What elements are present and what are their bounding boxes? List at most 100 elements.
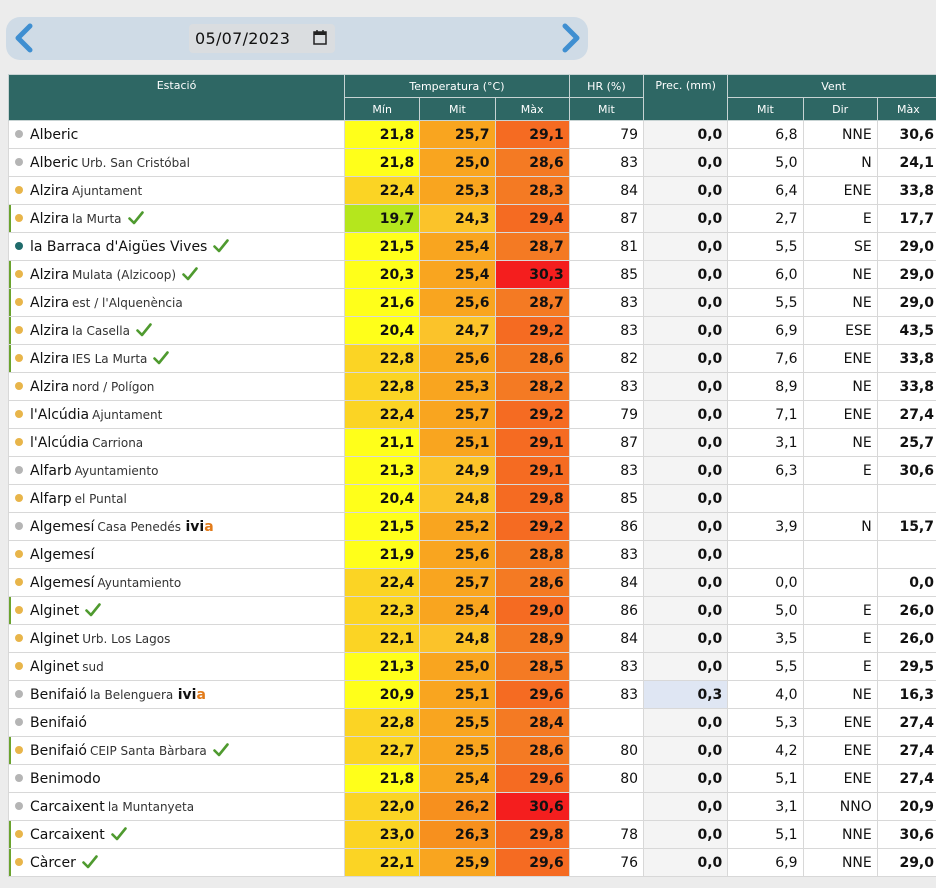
humidity-cell: 78 bbox=[568, 820, 645, 849]
station-cell[interactable]: Algemesí Casa Penedés ivia bbox=[7, 512, 346, 541]
table-row[interactable]: Alzira Ajuntament 22,4 25,3 28,3 84 0,0 6,4 ENE 3… bbox=[7, 176, 936, 205]
table-row[interactable]: Alfarp el Puntal 20,4 24,8 29,8 85 0,0 bbox=[7, 484, 936, 513]
station-cell[interactable]: Alfarb Ayuntamiento bbox=[7, 456, 346, 485]
table-row[interactable]: l'Alcúdia Ajuntament 22,4 25,7 29,2 79 0,0 7,1 E… bbox=[7, 400, 936, 429]
header-temp-min[interactable]: Mín bbox=[344, 97, 421, 121]
table-row[interactable]: Benifaió la Belenguera ivia 20,9 25,1 29,6 83… bbox=[7, 680, 936, 709]
station-cell[interactable]: Benifaió CEIP Santa Bàrbara bbox=[7, 736, 346, 765]
station-cell[interactable]: Carcaixent bbox=[7, 820, 346, 849]
table-row[interactable]: Alginet 22,3 25,4 29,0 86 0,0 5,0 E 26,0 bbox=[7, 596, 936, 625]
status-dot-icon bbox=[15, 717, 23, 726]
table-row[interactable]: Alzira Mulata (Alzicoop) 20,3 25,4 30,3 85 0,0… bbox=[7, 260, 936, 289]
station-cell[interactable]: Carcaixent la Muntanyeta bbox=[7, 792, 346, 821]
header-temp-mit[interactable]: Mit bbox=[419, 97, 496, 121]
station-cell[interactable]: Alzira Ajuntament bbox=[7, 176, 346, 205]
station-name[interactable]: Alzira bbox=[30, 210, 70, 227]
station-name[interactable]: Alzira bbox=[30, 378, 70, 395]
table-row[interactable]: Alzira IES La Murta 22,8 25,6 28,6 82 0,0 7,6 EN… bbox=[7, 344, 936, 373]
table-row[interactable]: Alginet Urb. Los Lagos 22,1 24,8 28,9 84 0,0 3,… bbox=[7, 624, 936, 653]
station-cell[interactable]: Benimodo bbox=[7, 764, 346, 793]
station-name[interactable]: Alzira bbox=[30, 350, 70, 367]
table-row[interactable]: Alfarb Ayuntamiento 21,3 24,9 29,1 83 0,0 6,3 E 3… bbox=[7, 456, 936, 485]
header-wind-dir[interactable]: Dir bbox=[802, 97, 878, 121]
station-cell[interactable]: Alginet bbox=[7, 596, 346, 625]
station-name[interactable]: l'Alcúdia bbox=[30, 406, 90, 423]
station-cell[interactable]: Algemesí Ayuntamiento bbox=[7, 568, 346, 597]
table-row[interactable]: Benifaió 22,8 25,5 28,4 0,0 5,3 ENE 27,4 bbox=[7, 708, 936, 737]
station-name[interactable]: Algemesí bbox=[30, 574, 95, 591]
header-temp-max[interactable]: Màx bbox=[494, 97, 570, 121]
station-cell[interactable]: Alginet sud bbox=[7, 652, 346, 681]
station-name[interactable]: Benimodo bbox=[30, 770, 101, 787]
station-cell[interactable]: Alzira la Casella bbox=[7, 316, 346, 345]
table-row[interactable]: Càrcer 22,1 25,9 29,6 76 0,0 6,9 NNE 29,0 bbox=[7, 848, 936, 877]
station-cell[interactable]: Algemesí bbox=[7, 540, 346, 569]
table-row[interactable]: Alzira est / l'Alquenència 21,6 25,6 28,7 83 0… bbox=[7, 288, 936, 317]
station-name[interactable]: l'Alcúdia bbox=[30, 434, 90, 451]
station-name[interactable]: Benifaió bbox=[30, 714, 87, 731]
station-name[interactable]: Alberic bbox=[30, 126, 79, 143]
station-name[interactable]: Alzira bbox=[30, 266, 70, 283]
table-row[interactable]: Alzira la Murta 19,7 24,3 29,4 87 0,0 2,7 E 17,7 bbox=[7, 204, 936, 233]
date-input[interactable]: 05/07/2023 bbox=[189, 24, 335, 53]
header-station[interactable]: Estació bbox=[7, 74, 346, 121]
station-name[interactable]: Benifaió bbox=[30, 742, 87, 759]
wind-max-cell: 27,4 bbox=[876, 708, 936, 737]
station-cell[interactable]: Càrcer bbox=[7, 848, 346, 877]
previous-day-arrow-icon[interactable] bbox=[9, 23, 39, 53]
station-name[interactable]: Alginet bbox=[30, 602, 80, 619]
header-wind-mit[interactable]: Mit bbox=[727, 97, 804, 121]
station-cell[interactable]: Alzira IES La Murta bbox=[7, 344, 346, 373]
header-wind-max[interactable]: Màx bbox=[876, 97, 936, 121]
station-name[interactable]: Carcaixent bbox=[30, 826, 105, 843]
station-cell[interactable]: Benifaió bbox=[7, 708, 346, 737]
station-cell[interactable]: Benifaió la Belenguera ivia bbox=[7, 680, 346, 709]
station-name[interactable]: Benifaió bbox=[30, 686, 87, 703]
header-hr-mit[interactable]: Mit bbox=[568, 97, 645, 121]
ivia-logo: ivia bbox=[177, 686, 206, 703]
temp-min-cell: 21,6 bbox=[344, 288, 421, 317]
table-row[interactable]: Algemesí 21,9 25,6 28,8 83 0,0 bbox=[7, 540, 936, 569]
station-name[interactable]: Carcaixent bbox=[30, 798, 105, 815]
station-cell[interactable]: Alberic Urb. San Cristóbal bbox=[7, 148, 346, 177]
station-name[interactable]: la Barraca d'Aigües Vives bbox=[30, 238, 208, 255]
station-cell[interactable]: l'Alcúdia Ajuntament bbox=[7, 400, 346, 429]
station-cell[interactable]: l'Alcúdia Carriona bbox=[7, 428, 346, 457]
station-name[interactable]: Alzira bbox=[30, 182, 70, 199]
station-cell[interactable]: la Barraca d'Aigües Vives bbox=[7, 232, 346, 261]
station-name[interactable]: Càrcer bbox=[30, 854, 76, 871]
humidity-cell: 83 bbox=[568, 148, 645, 177]
station-name[interactable]: Alginet bbox=[30, 658, 80, 675]
table-row[interactable]: Algemesí Casa Penedés ivia 21,5 25,2 29,2 86 0… bbox=[7, 512, 936, 541]
station-name[interactable]: Alfarb bbox=[30, 462, 72, 479]
table-row[interactable]: Alzira la Casella 20,4 24,7 29,2 83 0,0 6,9 ESE 4… bbox=[7, 316, 936, 345]
table-row[interactable]: Alberic 21,8 25,7 29,1 79 0,0 6,8 NNE 30,6 bbox=[7, 120, 936, 149]
table-row[interactable]: Alzira nord / Polígon 22,8 25,3 28,2 83 0,0 8,9… bbox=[7, 372, 936, 401]
station-cell[interactable]: Alzira Mulata (Alzicoop) bbox=[7, 260, 346, 289]
table-row[interactable]: Alginet sud 21,3 25,0 28,5 83 0,0 5,5 E 29,5 bbox=[7, 652, 936, 681]
table-row[interactable]: Algemesí Ayuntamiento 22,4 25,7 28,6 84 0,0 0,0… bbox=[7, 568, 936, 597]
station-cell[interactable]: Alfarp el Puntal bbox=[7, 484, 346, 513]
station-cell[interactable]: Alzira est / l'Alquenència bbox=[7, 288, 346, 317]
table-row[interactable]: Alberic Urb. San Cristóbal 21,8 25,0 28,6 83 0… bbox=[7, 148, 936, 177]
header-precipitation[interactable]: Prec. (mm) bbox=[643, 74, 729, 121]
table-row[interactable]: Carcaixent la Muntanyeta 22,0 26,2 30,6 0,0 3,… bbox=[7, 792, 936, 821]
station-cell[interactable]: Alzira nord / Polígon bbox=[7, 372, 346, 401]
table-row[interactable]: l'Alcúdia Carriona 21,1 25,1 29,1 87 0,0 3,1 NE 2… bbox=[7, 428, 936, 457]
table-row[interactable]: la Barraca d'Aigües Vives 21,5 25,4 28,7 81 0… bbox=[7, 232, 936, 261]
station-name[interactable]: Alginet bbox=[30, 630, 80, 647]
station-name[interactable]: Alfarp bbox=[30, 490, 72, 507]
station-name[interactable]: Alzira bbox=[30, 322, 70, 339]
calendar-icon[interactable] bbox=[313, 30, 327, 45]
station-name[interactable]: Algemesí bbox=[30, 546, 95, 563]
station-cell[interactable]: Alzira la Murta bbox=[7, 204, 346, 233]
next-day-arrow-icon[interactable] bbox=[556, 23, 586, 53]
table-row[interactable]: Benimodo 21,8 25,4 29,6 80 0,0 5,1 ENE 27,4 bbox=[7, 764, 936, 793]
station-cell[interactable]: Alberic bbox=[7, 120, 346, 149]
station-name[interactable]: Algemesí bbox=[30, 518, 95, 535]
table-row[interactable]: Benifaió CEIP Santa Bàrbara 22,7 25,5 28,6 80… bbox=[7, 736, 936, 765]
station-name[interactable]: Alberic bbox=[30, 154, 79, 171]
table-row[interactable]: Carcaixent 23,0 26,3 29,8 78 0,0 5,1 NNE 30,6 bbox=[7, 820, 936, 849]
station-name[interactable]: Alzira bbox=[30, 294, 70, 311]
station-cell[interactable]: Alginet Urb. Los Lagos bbox=[7, 624, 346, 653]
